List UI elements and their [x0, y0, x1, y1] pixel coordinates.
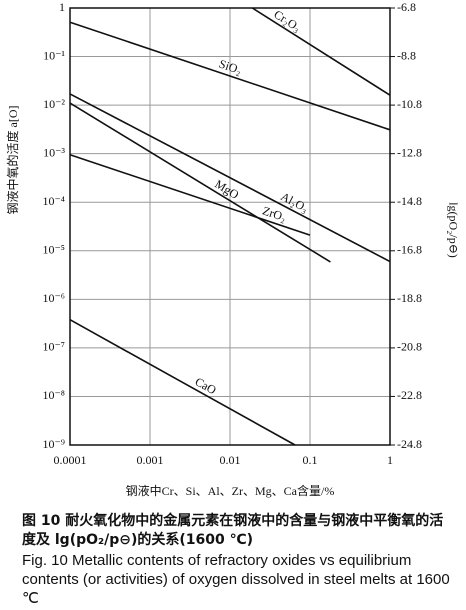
y-tick-label: 10⁻² — [43, 97, 65, 111]
line-label: SiO₂ — [217, 57, 243, 78]
series-line — [69, 21, 391, 131]
line-label: CaO — [193, 374, 219, 397]
y-tick-label: 10⁻¹ — [43, 48, 65, 62]
x-tick-label: 0.1 — [303, 453, 318, 467]
series-line — [251, 7, 391, 96]
y-tick-label: 10⁻⁷ — [42, 340, 65, 354]
y-tick-label: 10⁻³ — [43, 145, 65, 159]
series-line — [69, 93, 391, 263]
plot-frame — [69, 7, 391, 446]
x-tick-label: 0.001 — [137, 453, 164, 467]
y2-tick-label: -18.8 — [397, 291, 422, 305]
series-line — [69, 319, 296, 446]
y2-axis-title: lg(pO₂/p⊖) — [446, 202, 460, 258]
x-axis-title: 钢液中Cr、Si、Al、Zr、Mg、Ca含量/% — [126, 483, 335, 498]
x-tick-label: 1 — [387, 453, 393, 467]
series-line — [69, 153, 311, 236]
y-tick-label: 10⁻⁹ — [42, 437, 65, 451]
y2-tick-label: -20.8 — [397, 340, 422, 354]
y2-tick-label: -12.8 — [397, 145, 422, 159]
y-tick-label: 10⁻⁴ — [42, 194, 65, 208]
y2-tick-label: -10.8 — [397, 97, 422, 111]
caption-en: Fig. 10 Metallic contents of refractory … — [22, 552, 450, 607]
y2-tick-label: -24.8 — [397, 437, 422, 451]
y-tick-label: 10⁻⁵ — [42, 243, 65, 257]
x-tick-label: 0.01 — [220, 453, 241, 467]
y-tick-label: 10⁻⁶ — [42, 291, 65, 305]
y-tick-label: 1 — [59, 0, 65, 14]
y2-tick-label: -6.8 — [397, 0, 416, 14]
y2-tick-label: -8.8 — [397, 48, 416, 62]
y2-tick-label: -14.8 — [397, 194, 422, 208]
caption-cn: 图 10 耐火氧化物中的金属元素在钢液中的含量与钢液中平衡氧的活度及 lg(pO… — [22, 513, 444, 548]
y-tick-label: 10⁻⁸ — [42, 388, 65, 402]
x-tick-label: 0.0001 — [54, 453, 87, 467]
y2-tick-label: -22.8 — [397, 388, 422, 402]
y2-tick-label: -16.8 — [397, 243, 422, 257]
y-axis-title: 钢液中氧的活度 a[O] — [5, 106, 20, 215]
chart: 钢液中氧的活度 a[O] lg(pO₂/p⊖) 钢液中Cr、Si、Al、Zr、M… — [5, 0, 461, 498]
series-line — [69, 102, 331, 263]
